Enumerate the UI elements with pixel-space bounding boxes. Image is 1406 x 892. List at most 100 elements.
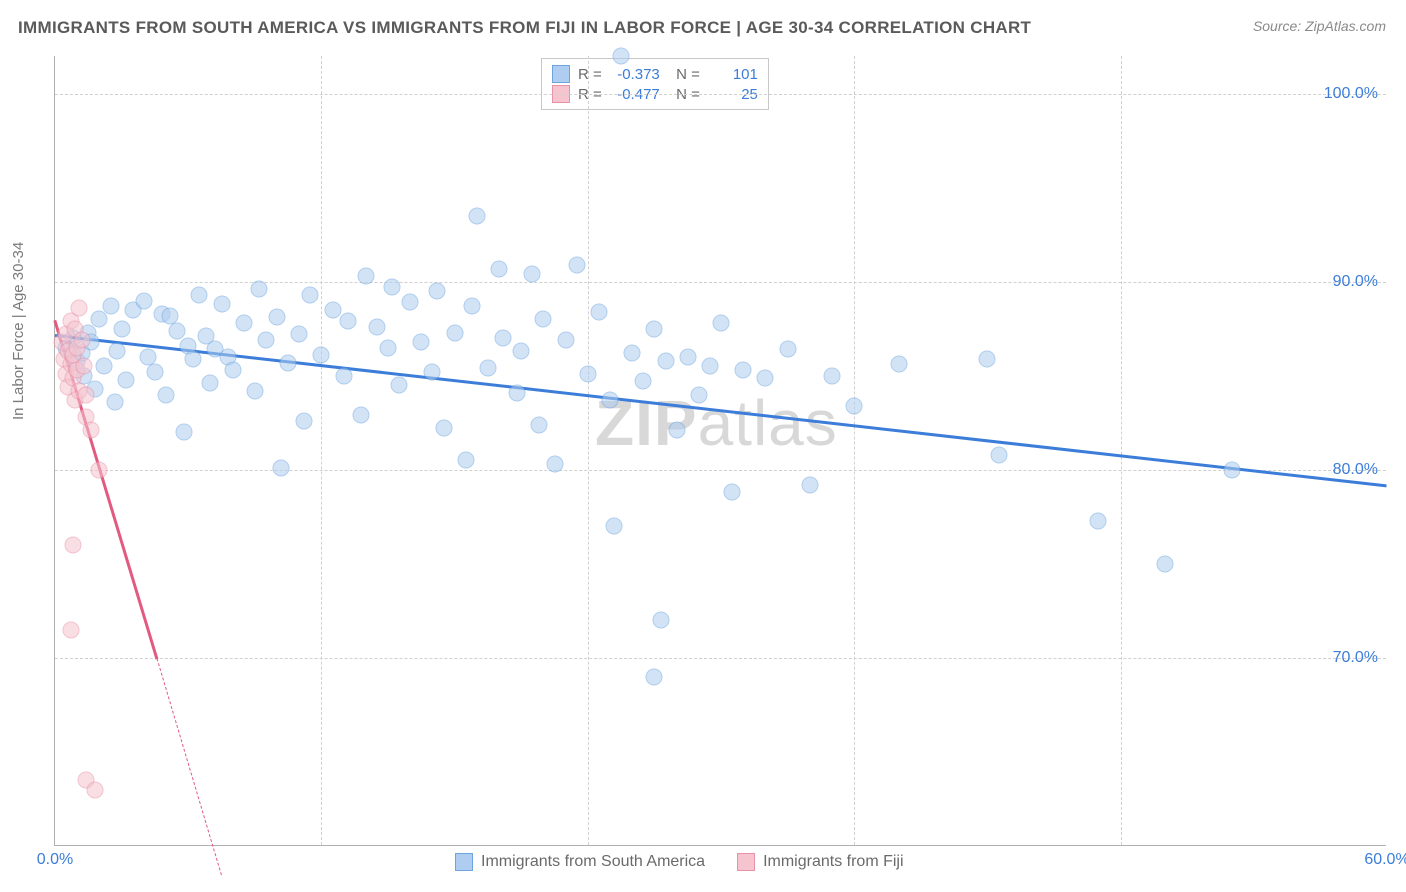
scatter-point-sa (724, 484, 741, 501)
scatter-point-sa (535, 311, 552, 328)
scatter-point-sa (646, 668, 663, 685)
scatter-point-sa (513, 343, 530, 360)
scatter-point-fj (62, 621, 79, 638)
scatter-point-sa (735, 362, 752, 379)
scatter-point-sa (479, 360, 496, 377)
scatter-point-sa (646, 320, 663, 337)
scatter-point-sa (280, 354, 297, 371)
scatter-point-sa (113, 320, 130, 337)
scatter-point-sa (801, 476, 818, 493)
scatter-point-sa (635, 373, 652, 390)
scatter-point-sa (106, 394, 123, 411)
scatter-point-sa (402, 294, 419, 311)
chart-title: IMMIGRANTS FROM SOUTH AMERICA VS IMMIGRA… (18, 18, 1031, 38)
scatter-point-sa (251, 281, 268, 298)
gridline-vertical (1121, 56, 1122, 845)
scatter-point-sa (380, 339, 397, 356)
scatter-point-sa (118, 371, 135, 388)
scatter-point-sa (546, 456, 563, 473)
scatter-point-sa (413, 333, 430, 350)
scatter-point-sa (302, 286, 319, 303)
scatter-point-sa (824, 367, 841, 384)
scatter-point-fj (91, 461, 108, 478)
watermark-light: atlas (698, 387, 838, 459)
scatter-point-sa (1223, 461, 1240, 478)
scatter-point-sa (246, 382, 263, 399)
scatter-point-sa (257, 332, 274, 349)
scatter-point-fj (75, 358, 92, 375)
gridline-vertical (321, 56, 322, 845)
scatter-point-sa (846, 397, 863, 414)
gridline-vertical (854, 56, 855, 845)
scatter-point-sa (391, 377, 408, 394)
scatter-point-sa (701, 358, 718, 375)
gridline-horizontal (55, 470, 1386, 471)
scatter-point-sa (335, 367, 352, 384)
scatter-point-sa (890, 356, 907, 373)
scatter-point-sa (184, 350, 201, 367)
scatter-point-sa (468, 207, 485, 224)
scatter-point-fj (82, 422, 99, 439)
scatter-point-sa (653, 612, 670, 629)
scatter-point-sa (295, 412, 312, 429)
watermark-text: ZIPatlas (595, 386, 838, 460)
scatter-point-fj (78, 386, 95, 403)
scatter-point-sa (1090, 512, 1107, 529)
scatter-point-sa (990, 446, 1007, 463)
n-label: N = (668, 66, 700, 83)
r-value-sa: -0.373 (610, 66, 660, 83)
scatter-point-sa (568, 256, 585, 273)
scatter-point-sa (690, 386, 707, 403)
gridline-vertical (588, 56, 589, 845)
y-axis-label: In Labor Force | Age 30-34 (10, 242, 27, 420)
legend-swatch-fj (737, 853, 755, 871)
scatter-point-sa (757, 369, 774, 386)
scatter-point-sa (235, 315, 252, 332)
scatter-point-sa (95, 358, 112, 375)
series-legend: Immigrants from South America Immigrants… (455, 853, 904, 871)
gridline-horizontal (55, 658, 1386, 659)
scatter-point-sa (135, 292, 152, 309)
scatter-point-sa (979, 350, 996, 367)
scatter-point-sa (291, 326, 308, 343)
scatter-point-sa (353, 407, 370, 424)
scatter-point-sa (657, 352, 674, 369)
gridline-horizontal (55, 94, 1386, 95)
source-label: Source: ZipAtlas.com (1253, 18, 1386, 34)
scatter-point-sa (109, 343, 126, 360)
trend-line (157, 658, 222, 875)
scatter-point-sa (446, 324, 463, 341)
scatter-point-sa (590, 303, 607, 320)
scatter-point-sa (524, 266, 541, 283)
scatter-point-sa (464, 298, 481, 315)
scatter-point-sa (606, 518, 623, 535)
scatter-point-sa (146, 364, 163, 381)
scatter-point-fj (71, 300, 88, 317)
y-tick-label: 100.0% (1324, 85, 1378, 103)
correlation-stats-box: R = -0.373 N = 101 R = -0.477 N = 25 (541, 58, 769, 110)
scatter-point-sa (169, 322, 186, 339)
chart-plot-area: ZIPatlas R = -0.373 N = 101 R = -0.477 N… (54, 56, 1386, 846)
r-label: R = (578, 66, 602, 83)
scatter-point-sa (213, 296, 230, 313)
scatter-point-sa (1157, 555, 1174, 572)
scatter-point-fj (73, 332, 90, 349)
scatter-point-sa (428, 283, 445, 300)
scatter-point-fj (64, 537, 81, 554)
scatter-point-sa (557, 332, 574, 349)
y-tick-label: 90.0% (1333, 273, 1378, 291)
scatter-point-sa (491, 260, 508, 277)
scatter-point-sa (530, 416, 547, 433)
x-tick-label: 0.0% (37, 851, 73, 869)
scatter-point-sa (679, 348, 696, 365)
scatter-point-sa (273, 459, 290, 476)
scatter-point-sa (668, 422, 685, 439)
stats-row-sa: R = -0.373 N = 101 (552, 64, 758, 84)
trend-line (55, 334, 1387, 487)
scatter-point-sa (357, 268, 374, 285)
scatter-point-sa (158, 386, 175, 403)
y-tick-label: 80.0% (1333, 461, 1378, 479)
swatch-sa (552, 65, 570, 83)
scatter-point-sa (324, 301, 341, 318)
scatter-point-sa (508, 384, 525, 401)
